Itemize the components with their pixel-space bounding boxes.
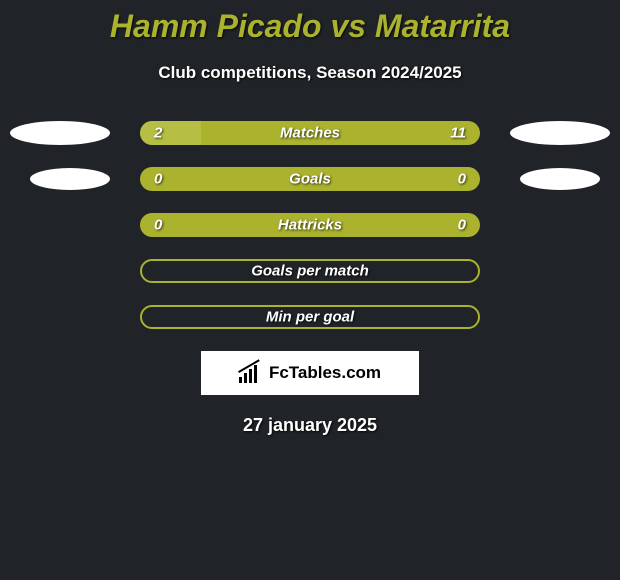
stat-row: 0 0 Hattricks (0, 213, 620, 237)
stat-bar: Goals per match (140, 259, 480, 283)
left-marker (30, 168, 110, 190)
stat-row: Goals per match (0, 259, 620, 283)
page-title: Hamm Picado vs Matarrita (0, 8, 620, 45)
bars-container: 2 11 Matches 0 0 Goals 0 0 Hattricks Goals per ma… (0, 121, 620, 329)
stat-bar: 0 0 Hattricks (140, 213, 480, 237)
left-value: 0 (154, 217, 162, 234)
right-value: 0 (458, 217, 466, 234)
chart-icon (239, 363, 263, 383)
stat-label: Goals per match (251, 263, 369, 280)
stat-label: Min per goal (266, 309, 354, 326)
comparison-widget: Hamm Picado vs Matarrita Club competitio… (0, 0, 620, 436)
logo-box[interactable]: FcTables.com (201, 351, 419, 395)
logo-text: FcTables.com (269, 363, 381, 383)
bar-fill-left (140, 121, 201, 145)
left-value: 0 (154, 171, 162, 188)
right-marker (510, 121, 610, 145)
stat-row: 2 11 Matches (0, 121, 620, 145)
right-value: 0 (458, 171, 466, 188)
stat-row: 0 0 Goals (0, 167, 620, 191)
date-label: 27 january 2025 (0, 415, 620, 436)
stat-label: Goals (289, 171, 331, 188)
right-value: 11 (450, 125, 466, 142)
subtitle: Club competitions, Season 2024/2025 (0, 63, 620, 83)
right-marker (520, 168, 600, 190)
stat-bar: 0 0 Goals (140, 167, 480, 191)
stat-bar: Min per goal (140, 305, 480, 329)
left-value: 2 (154, 125, 162, 142)
stat-label: Hattricks (278, 217, 342, 234)
stat-row: Min per goal (0, 305, 620, 329)
stat-label: Matches (280, 125, 340, 142)
stat-bar: 2 11 Matches (140, 121, 480, 145)
left-marker (10, 121, 110, 145)
